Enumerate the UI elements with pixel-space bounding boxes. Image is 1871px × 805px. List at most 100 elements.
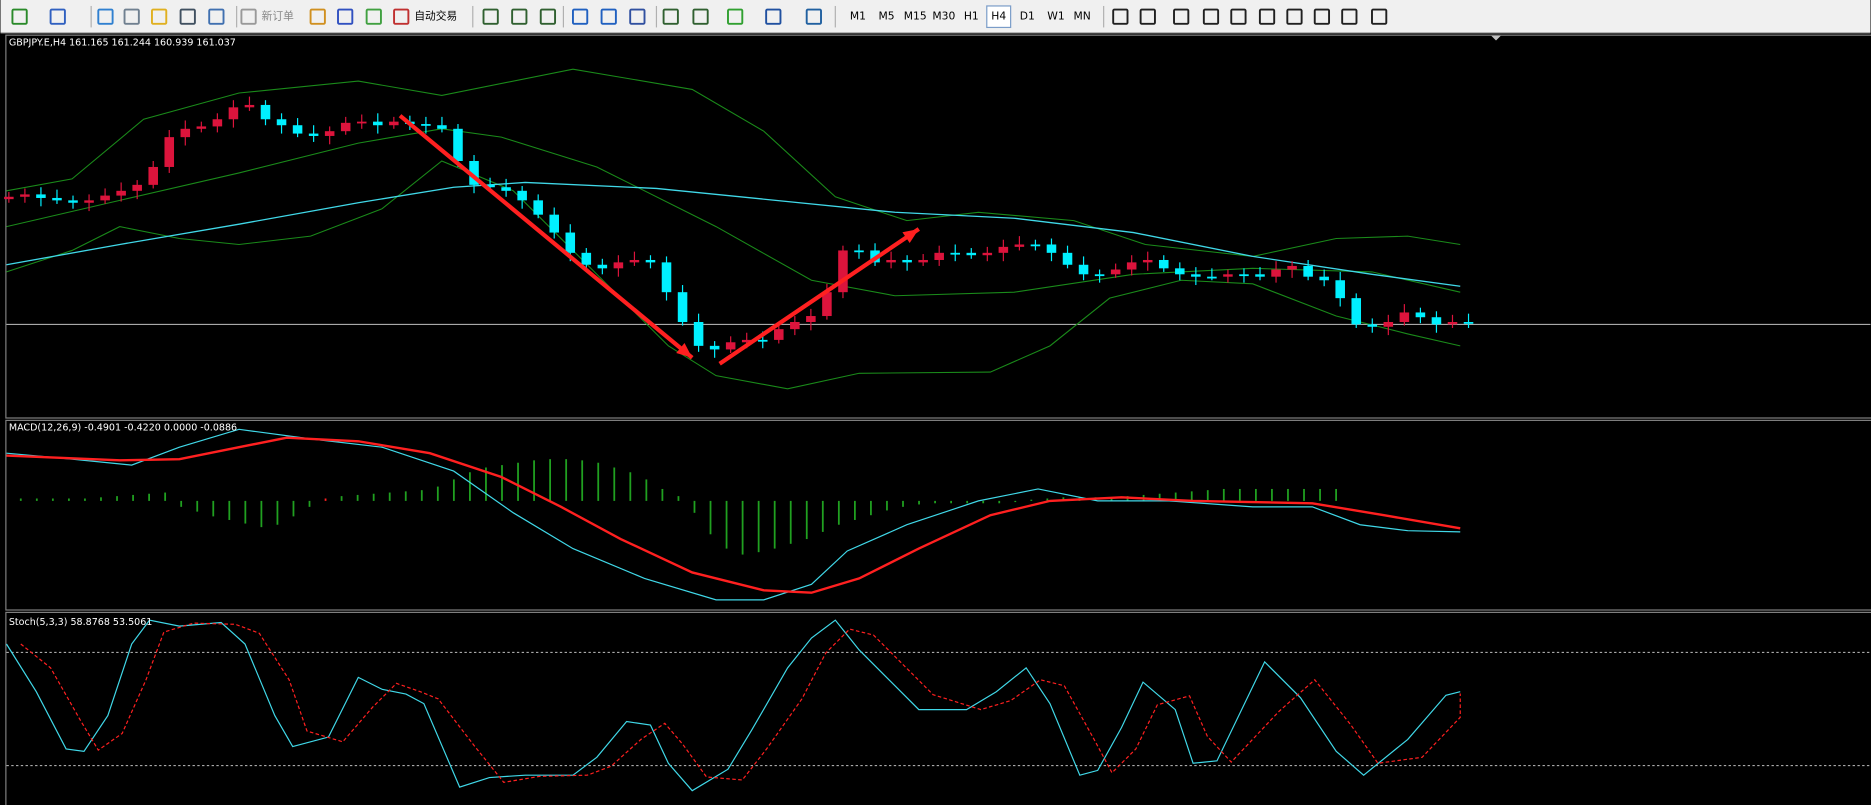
timeframe-button[interactable]: M5	[879, 10, 895, 23]
candle-body	[693, 322, 704, 346]
candle-body	[645, 259, 656, 263]
candle-body	[20, 194, 30, 197]
shift-marker	[1491, 35, 1501, 41]
candle-body	[725, 342, 736, 350]
toolbar-icon[interactable]	[1139, 8, 1156, 25]
toolbar	[0, 0, 1871, 34]
toolbar-icon[interactable]	[571, 8, 589, 25]
candle-body	[180, 128, 191, 138]
toolbar-icon[interactable]	[1173, 8, 1190, 25]
toolbar-icon[interactable]	[179, 8, 196, 25]
plots	[4, 68, 1474, 792]
toolbar-icon[interactable]	[1258, 8, 1276, 25]
candle-body	[1335, 280, 1345, 299]
timeframe-bar: M1 M5 M15 M30 H1 H4 D1 W1 MN	[850, 5, 1091, 29]
candle-body	[934, 252, 944, 260]
candle-body	[276, 119, 287, 126]
candle-body	[52, 197, 62, 201]
toolbar-icon[interactable]	[1371, 8, 1388, 25]
candle-body	[132, 184, 142, 191]
candle-body	[1046, 244, 1057, 253]
stoch-main	[5, 619, 1461, 792]
toolbar-icon[interactable]	[1286, 8, 1303, 25]
chart-area	[0, 33, 1871, 805]
candle-body	[902, 259, 912, 263]
auto-trading-button[interactable]: 自动交易	[414, 10, 457, 23]
toolbar-icon[interactable]	[511, 8, 528, 25]
toolbar-icon[interactable]	[1230, 8, 1247, 25]
candle-body	[982, 252, 993, 256]
candle-body	[1319, 276, 1329, 281]
toolbar-icon[interactable]	[240, 8, 257, 25]
candle-body	[565, 232, 576, 253]
toolbar-icon[interactable]	[805, 8, 822, 25]
candle-body	[1287, 265, 1297, 270]
candle-body	[292, 125, 303, 134]
candle-body	[1142, 259, 1153, 263]
timeframe-button[interactable]: D1	[1020, 10, 1035, 23]
toolbar-icon[interactable]	[49, 8, 66, 25]
timeframe-button[interactable]: M30	[932, 10, 955, 23]
candle-body	[790, 322, 800, 330]
candle-body	[437, 125, 447, 129]
toolbar-icon[interactable]	[393, 8, 410, 25]
main-panel-border	[5, 34, 1871, 419]
candle-body	[1351, 298, 1362, 325]
toolbar-icon[interactable]	[539, 8, 557, 25]
candle-body	[757, 339, 768, 342]
toolbar-icon[interactable]	[727, 8, 744, 25]
candle-body	[1094, 274, 1105, 277]
toolbar-icon[interactable]	[1202, 8, 1220, 25]
timeframe-button[interactable]: M1	[850, 10, 866, 23]
candle-body	[629, 259, 640, 263]
candle-body	[485, 184, 495, 188]
candle-body	[501, 187, 511, 191]
timeframe-button[interactable]: M15	[904, 10, 927, 23]
toolbar-icon[interactable]	[1112, 8, 1129, 25]
toolbar-icon[interactable]	[97, 8, 114, 25]
candle-body	[950, 252, 961, 255]
candle-body	[1447, 322, 1458, 325]
macd-line	[6, 428, 1461, 601]
toolbar-icon[interactable]	[337, 8, 354, 25]
candle-body	[774, 329, 784, 340]
toolbar-icon[interactable]	[309, 8, 326, 25]
candle-body	[661, 262, 672, 293]
candle-body	[886, 259, 896, 263]
toolbar-icon[interactable]	[151, 8, 168, 25]
toolbar-icon[interactable]	[482, 8, 499, 25]
bollinger-lower	[6, 160, 1461, 390]
toolbar-icon[interactable]	[629, 8, 646, 25]
toolbar-icon[interactable]	[208, 8, 225, 25]
toolbar-icon[interactable]	[1341, 8, 1358, 25]
candle-body	[677, 292, 688, 322]
toolbar-icon[interactable]	[1313, 8, 1331, 25]
timeframe-button[interactable]: MN	[1074, 10, 1091, 23]
candle-body	[84, 200, 94, 203]
toolbar-icon[interactable]	[692, 8, 709, 25]
arrow-head	[676, 342, 693, 358]
candle-body	[1191, 274, 1201, 277]
candle-body	[308, 133, 319, 136]
candle-body	[1175, 268, 1185, 275]
timeframe-button[interactable]: H1	[964, 10, 979, 23]
new-order-button[interactable]: 新订单	[262, 10, 294, 23]
candle-body	[1223, 274, 1233, 277]
toolbar-icon[interactable]	[600, 8, 617, 25]
toolbar-icon[interactable]	[365, 8, 382, 25]
timeframe-button[interactable]: W1	[1047, 10, 1064, 23]
toolbar-icon[interactable]	[765, 8, 782, 25]
candle-body	[1126, 262, 1137, 270]
candle-body	[68, 200, 78, 203]
candle-body	[1207, 276, 1217, 279]
candle-body	[260, 104, 271, 120]
candle-body	[1062, 252, 1073, 265]
candle-body	[148, 166, 158, 185]
candle-body	[212, 119, 223, 127]
candle-body	[116, 190, 126, 196]
toolbar-icon[interactable]	[11, 8, 28, 25]
timeframe-button[interactable]: H4	[991, 10, 1006, 23]
toolbar-icon[interactable]	[662, 8, 679, 25]
panel-borders	[5, 34, 1871, 805]
toolbar-icon[interactable]	[123, 8, 140, 25]
